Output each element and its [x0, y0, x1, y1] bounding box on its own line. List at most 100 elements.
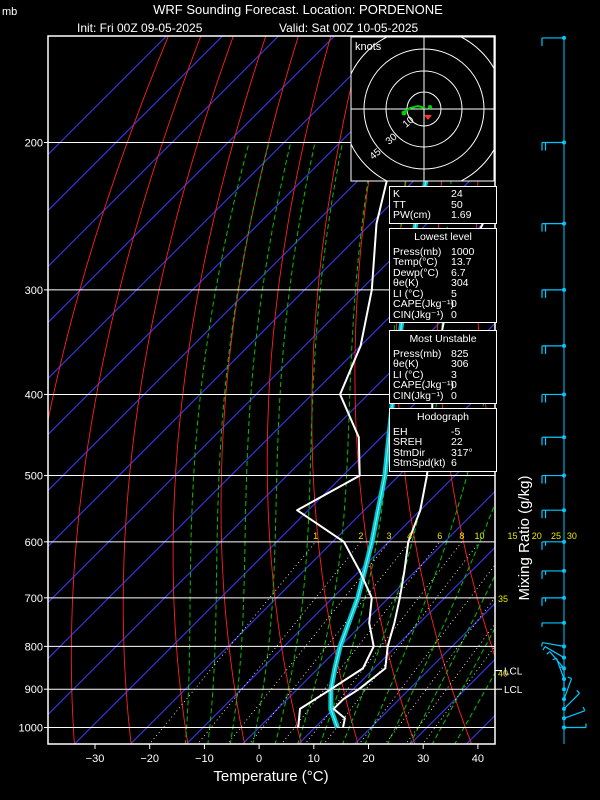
- pressure-tick-label: 400: [25, 389, 43, 401]
- isotherm-line: [48, 36, 280, 268]
- stat-row: K 24: [390, 189, 496, 200]
- stat-row: CIN(Jkg⁻¹) 0: [390, 389, 496, 402]
- isotherm-line: [241, 490, 495, 744]
- mixing-ratio-line: [248, 541, 410, 744]
- temperature-tick-label: −20: [140, 753, 159, 765]
- stat-label: SREH: [393, 436, 423, 448]
- barb-staff: [544, 646, 565, 659]
- most-unstable-title: Most Unstable: [409, 333, 477, 345]
- stat-row: StmSpd(kt) 6: [390, 458, 496, 469]
- stat-label: TT: [393, 198, 406, 211]
- stat-value: 306: [451, 358, 469, 370]
- stat-label: Dewp(°C): [393, 266, 439, 279]
- isotherm-line: [48, 36, 336, 324]
- moist-adiabat-line: [274, 142, 343, 744]
- temperature-tick-label: 20: [362, 753, 374, 765]
- isotherm-line: [504, 13, 600, 762]
- stat-value: 5: [451, 287, 457, 300]
- barb-staff: [542, 641, 565, 647]
- lowest-level-panel: Lowest level Press(mb) 1000 Temp(°C) 13.7 De…: [389, 228, 497, 323]
- stat-row: Press(mb) 825: [390, 347, 496, 360]
- stat-value: 304: [451, 277, 469, 289]
- stat-label: PW(cm): [393, 209, 431, 221]
- pressure-tick-label: 600: [25, 537, 43, 549]
- stat-value: 22: [451, 436, 463, 448]
- mixing-ratio-line: [323, 541, 480, 744]
- indices-panel: K 24 TT 50 PW(cm) 1.69: [389, 186, 497, 224]
- stat-row: LI (°C) 3: [390, 368, 496, 381]
- temperature-tick-label: −30: [86, 753, 105, 765]
- mixing-ratio-label: 25: [551, 531, 561, 541]
- temperature-tick-label: −10: [195, 753, 214, 765]
- stat-value: 13.7: [451, 256, 472, 268]
- barb-flag: [567, 676, 572, 680]
- stat-label: K: [393, 188, 401, 200]
- temperature-tick-label: 0: [256, 753, 262, 765]
- barb-flag: [582, 706, 586, 711]
- stat-row: SREH 22: [390, 437, 496, 448]
- stat-value: 24: [451, 188, 463, 200]
- stat-label: θe(K): [393, 358, 419, 370]
- lowest-level-title: Lowest level: [414, 231, 472, 243]
- pressure-tick-label: 800: [25, 641, 43, 653]
- dry-adiabat-line: [587, 13, 600, 762]
- wind-barbs: [541, 35, 587, 744]
- mixing-ratio-label: 3: [386, 531, 391, 541]
- isotherm-line: [48, 36, 224, 212]
- stat-label: EH: [393, 425, 408, 438]
- pressure-tick-label: 300: [25, 285, 43, 297]
- stat-value: -5: [451, 425, 461, 438]
- stat-label: CIN(Jkg⁻¹): [393, 389, 444, 402]
- moist-adiabat-line: [409, 574, 495, 744]
- temperature-tick-label: 10: [308, 753, 320, 765]
- mixing-ratio-line: [358, 564, 495, 744]
- pressure-tick-label: 200: [25, 138, 43, 150]
- mixing-ratio-label: 4: [407, 531, 412, 541]
- isotherm-lines: [48, 13, 600, 762]
- barb-staff: [549, 651, 565, 669]
- barb-staff: [563, 678, 573, 700]
- pressure-unit: mb: [2, 6, 17, 18]
- isotherm-line: [185, 434, 495, 744]
- stat-row: StmDir 317°: [390, 446, 496, 459]
- stat-label: CAPE(Jkg⁻¹): [393, 298, 454, 310]
- moist-adiabat-line: [229, 142, 292, 744]
- hodograph-stats-title: Hodograph: [417, 411, 469, 423]
- stat-label: Press(mb): [393, 245, 442, 258]
- barb-flag: [576, 690, 580, 694]
- pressure-tick-label: 1000: [19, 723, 43, 735]
- stat-value: 3: [451, 368, 457, 381]
- isotherm-line: [48, 210, 495, 660]
- stat-label: Press(mb): [393, 347, 442, 360]
- storm-motion-marker: [424, 115, 432, 120]
- stat-label: CIN(Jkg⁻¹): [393, 308, 444, 321]
- hodograph-trace: [403, 104, 426, 113]
- mixing-ratio-label: 1: [313, 531, 318, 541]
- dry-adiabat-line: [551, 13, 600, 762]
- stat-row: CAPE(Jkg⁻¹) 0: [390, 299, 496, 310]
- stat-row: CIN(Jkg⁻¹) 0: [390, 308, 496, 321]
- mixing-ratio-labels: 1 2 3 4 6 8 10 15 20 25 30 35 40: [313, 531, 577, 679]
- barb-staff: [563, 710, 585, 719]
- stat-value: 317°: [451, 446, 473, 459]
- pressure-tick-label: 500: [25, 471, 43, 483]
- barb-staff: [563, 692, 580, 710]
- hodograph-units: knots: [355, 41, 382, 53]
- pressure-tick-label: 700: [25, 593, 43, 605]
- stat-label: CAPE(Jkg⁻¹): [393, 379, 454, 391]
- stat-value: 0: [451, 298, 457, 310]
- stat-value: 0: [451, 389, 457, 402]
- mixing-ratio-line: [304, 541, 463, 744]
- moist-adiabat-line: [184, 142, 250, 744]
- init-time: Init: Fri 00Z 09-05-2025: [77, 21, 203, 35]
- dry-adiabat-line: [266, 36, 332, 744]
- dry-adiabat-lines: [48, 13, 600, 762]
- x-axis-label: Temperature (°C): [213, 768, 328, 785]
- pressure-axis: 200 300 400 500 600 700 800 900 1000: [19, 138, 48, 735]
- stat-row: θe(K) 306: [390, 359, 496, 370]
- stat-row: CAPE(Jkg⁻¹) 0: [390, 380, 496, 391]
- isotherm-line: [48, 36, 168, 156]
- stat-label: StmSpd(kt): [393, 457, 446, 469]
- mixing-ratio-label: 30: [567, 531, 577, 541]
